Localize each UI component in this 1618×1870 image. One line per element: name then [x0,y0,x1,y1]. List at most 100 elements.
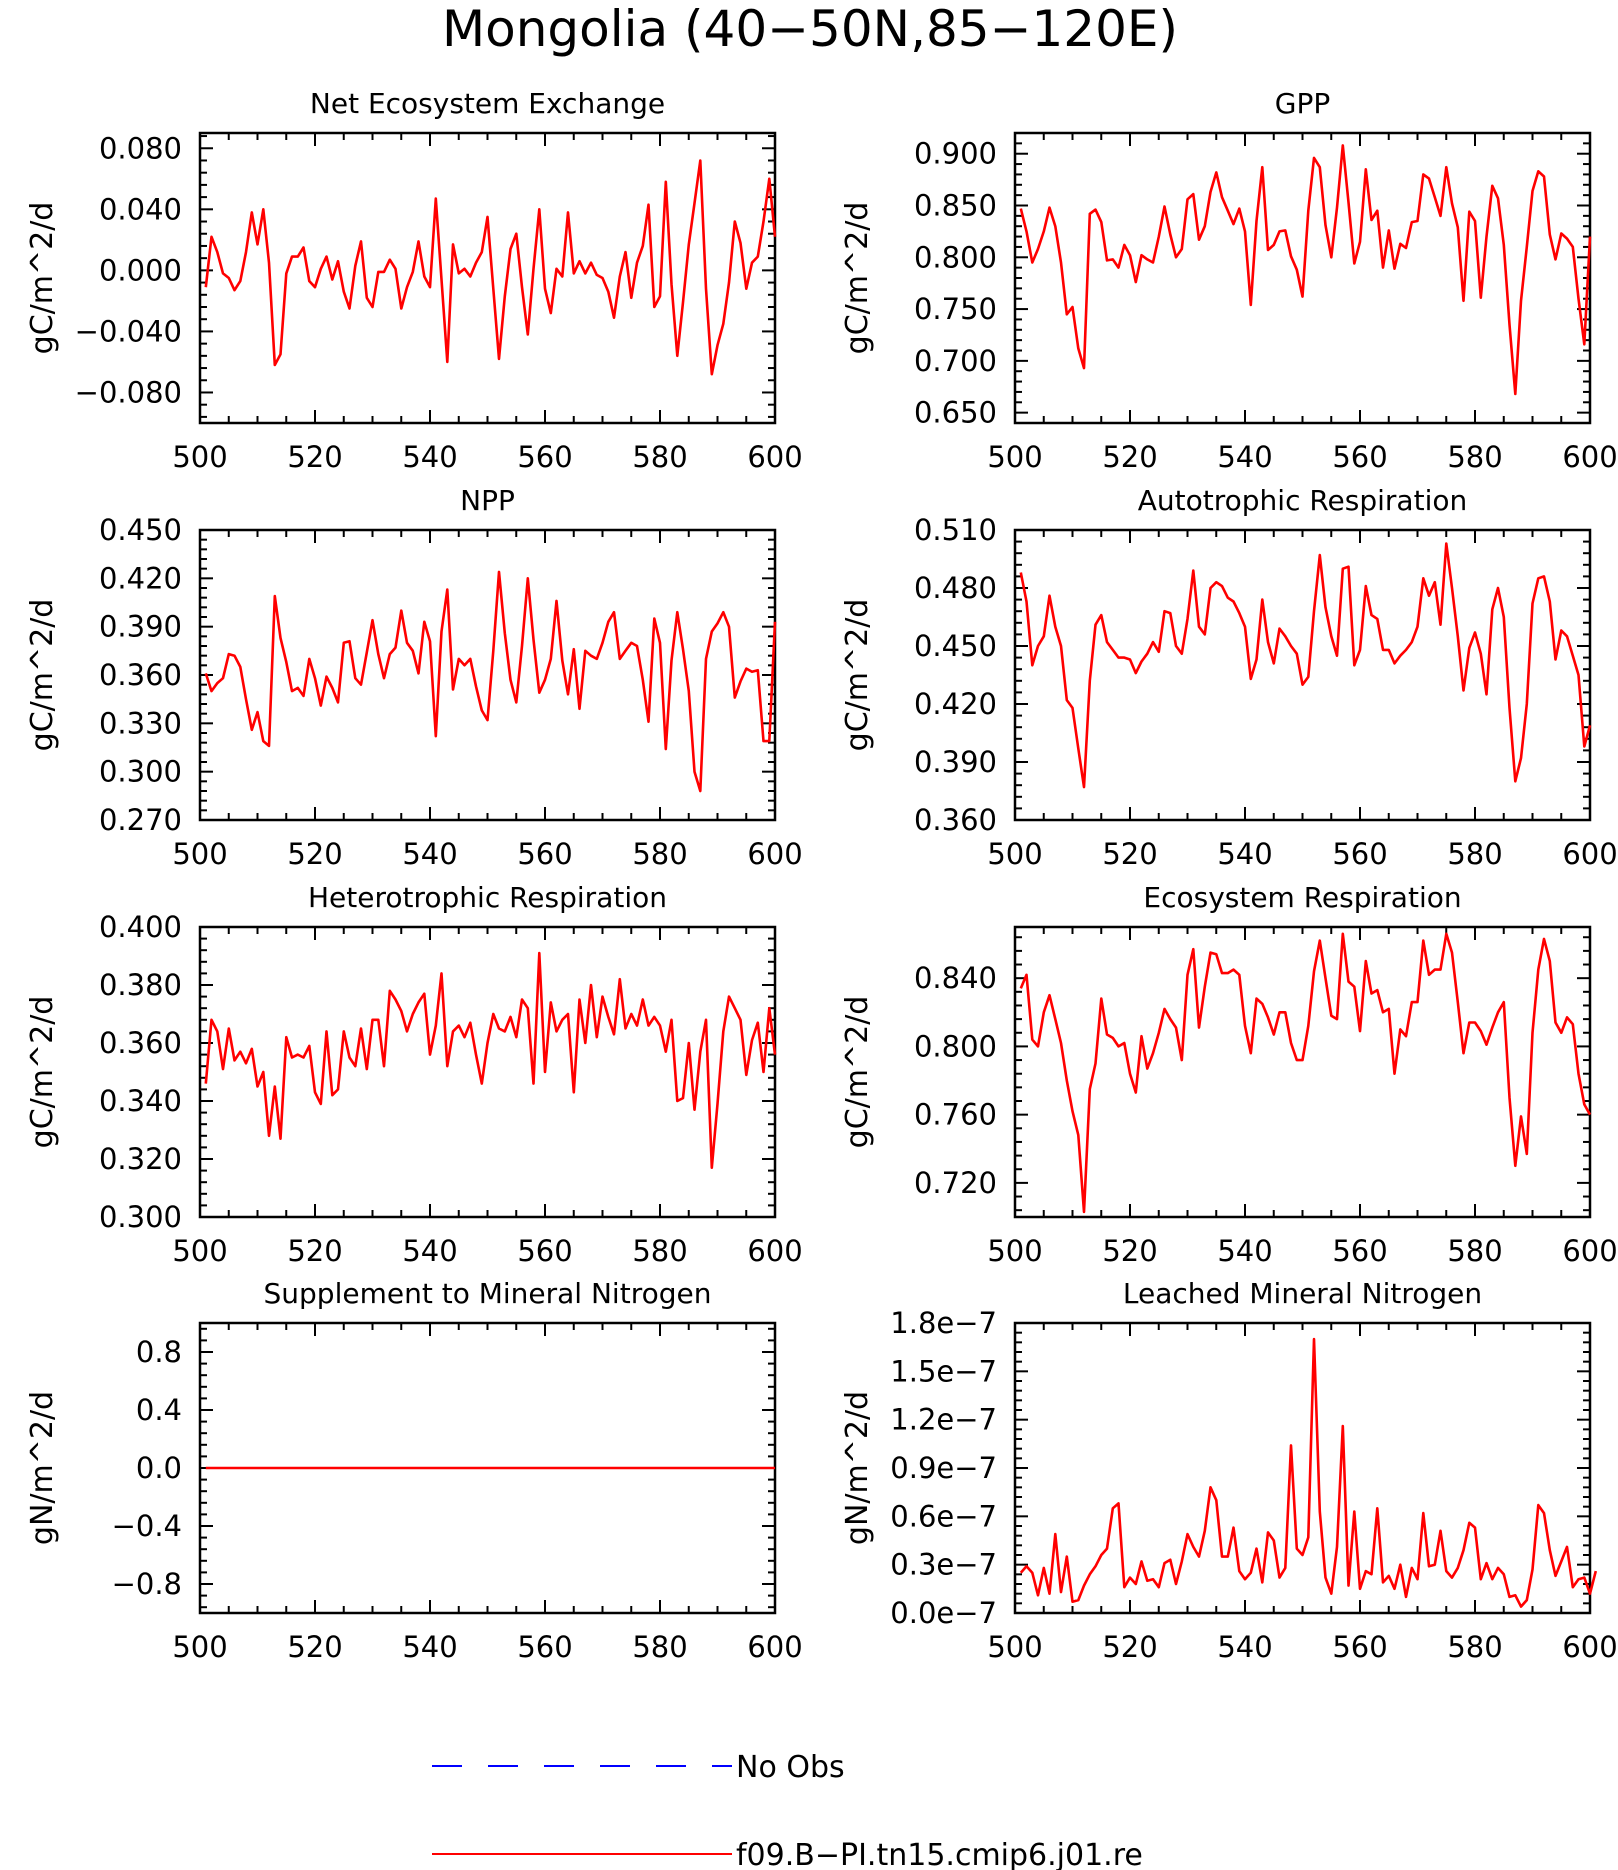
x-tick-label: 540 [402,837,457,871]
x-tick-label: 580 [632,837,687,871]
x-tick-label: 560 [517,1234,572,1268]
x-tick-label: 600 [1562,1234,1617,1268]
series-line [1019,1337,1598,1608]
y-tick-label: 0.360 [99,1026,182,1060]
x-tick-label: 560 [517,1630,572,1664]
legend: No Obs f09.B−PI.tn15.cmip6.j01.re [432,1750,1143,1870]
y-tick-label: 0.760 [914,1098,997,1132]
y-tick-label: 0.450 [99,513,182,547]
x-tick-label: 520 [1102,1234,1157,1268]
x-tick-label: 500 [987,1234,1042,1268]
series-line [204,159,777,376]
x-tick-label: 540 [1217,837,1272,871]
x-tick-label: 580 [632,1234,687,1268]
x-tick-label: 600 [1562,1630,1617,1664]
chart-panel: Ecosystem Respiration gC/m^2/d 500 520 540 56… [840,881,1618,1268]
series-line [1019,542,1592,789]
y-tick-label: 0.320 [99,1142,182,1176]
y-axis-label: gC/m^2/d [25,996,60,1149]
axis-frame [1013,925,1592,1219]
y-axis-label: gC/m^2/d [840,996,875,1149]
chart-panel: Heterotrophic Respiration gC/m^2/d 500 520 5… [25,881,803,1268]
y-axis-label: gC/m^2/d [840,202,875,355]
x-tick-label: 600 [747,440,802,474]
x-tick-label: 580 [632,440,687,474]
y-tick-label: 0.9e−7 [890,1451,997,1485]
series-line [204,951,777,1169]
x-tick-label: 600 [747,1630,802,1664]
x-tick-label: 500 [172,837,227,871]
y-tick-label: 0.0 [136,1451,182,1485]
axis-frame [198,925,777,1219]
panel-title: Heterotrophic Respiration [308,881,667,914]
axis-frame [198,528,777,822]
y-tick-label: 0.700 [914,344,997,378]
x-tick-label: 580 [632,1630,687,1664]
x-tick-label: 540 [1217,1234,1272,1268]
y-axis-label: gC/m^2/d [840,599,875,752]
y-tick-label: 0.360 [99,658,182,692]
y-tick-label: 0.800 [914,1029,997,1063]
x-tick-label: 600 [747,837,802,871]
panel-title: Supplement to Mineral Nitrogen [264,1277,712,1310]
y-tick-label: 0.850 [914,189,997,223]
chart-panel: GPP gC/m^2/d 500 520 540 560 580 600 0.650 0.700 0… [840,87,1618,474]
x-tick-label: 540 [1217,440,1272,474]
y-tick-label: 1.2e−7 [890,1403,997,1437]
x-tick-label: 520 [287,1630,342,1664]
x-tick-label: 500 [987,1630,1042,1664]
x-tick-label: 520 [287,440,342,474]
y-tick-label: 0.300 [99,1200,182,1234]
x-tick-label: 560 [517,837,572,871]
x-tick-label: 580 [1447,1234,1502,1268]
y-tick-label: 0.000 [99,253,182,287]
y-tick-label: 0.390 [914,745,997,779]
y-tick-label: −0.4 [112,1509,182,1543]
y-tick-label: 0.800 [914,240,997,274]
x-tick-label: 580 [1447,1630,1502,1664]
x-tick-label: 540 [402,440,457,474]
y-tick-label: 0.750 [914,292,997,326]
y-tick-label: 0.420 [914,687,997,721]
axis-frame [1013,1321,1592,1615]
x-tick-label: 580 [1447,440,1502,474]
y-tick-label: 0.0e−7 [890,1596,997,1630]
x-tick-label: 520 [287,837,342,871]
x-tick-label: 540 [1217,1630,1272,1664]
x-tick-label: 540 [402,1630,457,1664]
y-tick-label: 0.420 [99,561,182,595]
panel-title: Net Ecosystem Exchange [310,87,665,120]
chart-panel: Autotrophic Respiration gC/m^2/d 500 520 540… [840,484,1618,871]
y-tick-label: 0.510 [914,513,997,547]
axis-frame [1013,528,1592,822]
y-tick-label: 0.450 [914,629,997,663]
x-tick-label: 520 [1102,1630,1157,1664]
x-tick-label: 600 [1562,837,1617,871]
x-tick-label: 520 [1102,440,1157,474]
y-tick-label: 0.3e−7 [890,1548,997,1582]
y-axis-label: gN/m^2/d [840,1391,875,1545]
x-tick-label: 500 [172,1630,227,1664]
x-tick-label: 500 [987,837,1042,871]
x-tick-label: 560 [1332,837,1387,871]
chart-panel: Leached Mineral Nitrogen gN/m^2/d 500 520 54… [840,1277,1618,1664]
figure-title: Mongolia (40−50N,85−120E) [442,0,1178,58]
y-tick-label: 0.4 [136,1393,182,1427]
x-tick-label: 560 [517,440,572,474]
legend-label: No Obs [736,1750,845,1785]
x-tick-label: 600 [747,1234,802,1268]
panel-title: NPP [460,484,515,517]
panel-title: GPP [1275,87,1330,120]
y-tick-label: 0.300 [99,755,182,789]
x-tick-label: 600 [1562,440,1617,474]
x-tick-label: 580 [1447,837,1502,871]
y-tick-label: 0.720 [914,1166,997,1200]
panel-title: Autotrophic Respiration [1138,484,1467,517]
y-tick-label: 0.840 [914,961,997,995]
x-tick-label: 560 [1332,1234,1387,1268]
y-tick-label: 0.390 [99,610,182,644]
x-tick-label: 560 [1332,1630,1387,1664]
panels: Net Ecosystem Exchange gC/m^2/d 500 520 540 5… [25,87,1618,1664]
y-tick-label: 0.270 [99,803,182,837]
y-tick-label: −0.080 [75,375,182,409]
